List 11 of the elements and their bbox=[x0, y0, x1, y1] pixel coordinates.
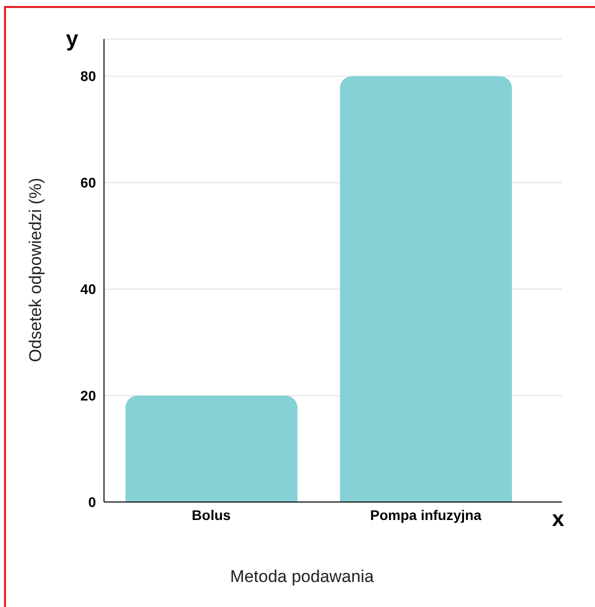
text: x bbox=[552, 506, 564, 531]
x-axis-title: Metoda podawania bbox=[230, 567, 374, 587]
y-axis-title: Odsetek odpowiedzi (%) bbox=[26, 178, 46, 362]
y-tick-label: 80 bbox=[80, 68, 96, 84]
y-tick-label: 20 bbox=[80, 388, 96, 404]
y-tick-label: 0 bbox=[88, 494, 96, 510]
text: y bbox=[66, 26, 78, 51]
x-tick-label: Pompa infuzyjna bbox=[370, 506, 482, 523]
y-tick-label: 40 bbox=[80, 281, 96, 298]
y-tick-label: 60 bbox=[80, 174, 96, 191]
x-tick-label: Bolus bbox=[192, 506, 231, 523]
